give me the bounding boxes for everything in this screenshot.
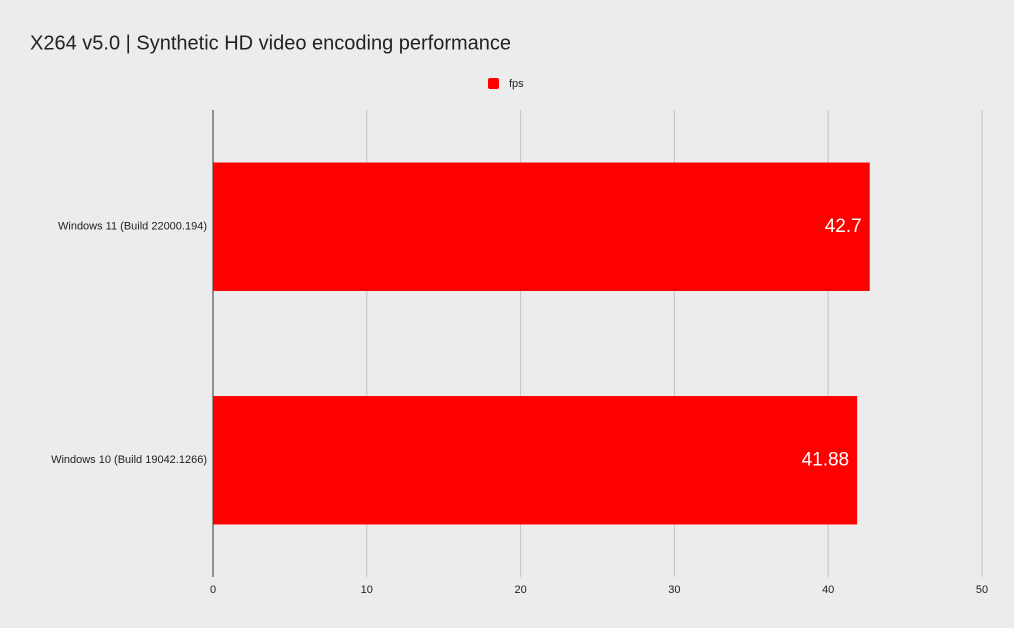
data-label: 42.7 (825, 216, 862, 237)
x-tick-label: 20 (514, 584, 526, 596)
bar (213, 162, 870, 291)
x-tick-label: 10 (361, 584, 373, 596)
y-tick-label: Windows 11 (Build 22000.194) (58, 221, 207, 233)
bar (213, 396, 858, 525)
y-tick-label: Windows 10 (Build 19042.1266) (51, 454, 207, 466)
legend-label: fps (509, 78, 524, 90)
x-tick-label: 40 (822, 584, 834, 596)
x-tick-label: 50 (976, 584, 988, 596)
x-tick-label: 0 (210, 584, 216, 596)
chart-title: X264 v5.0 | Synthetic HD video encoding … (30, 32, 511, 54)
data-label: 41.88 (802, 449, 850, 470)
legend-swatch (488, 78, 499, 89)
x-tick-label: 30 (668, 584, 680, 596)
